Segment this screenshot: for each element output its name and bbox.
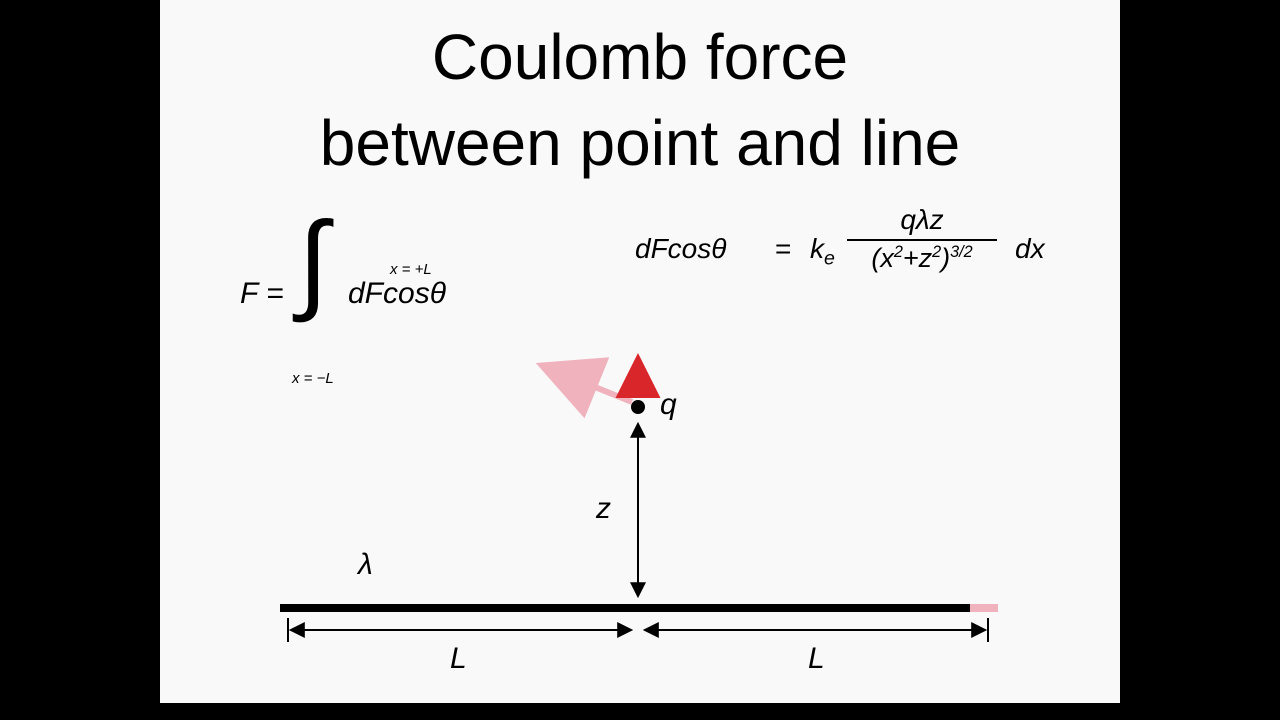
slide: Coulomb force between point and line F =… (160, 0, 1120, 703)
label-z: z (596, 492, 611, 526)
label-lambda: λ (358, 548, 373, 582)
diagram (160, 0, 1120, 703)
label-L-right: L (808, 642, 825, 676)
label-q: q (660, 388, 677, 422)
pink-force-arrow (548, 368, 632, 402)
label-L-left: L (450, 642, 467, 676)
point-charge (631, 400, 645, 414)
